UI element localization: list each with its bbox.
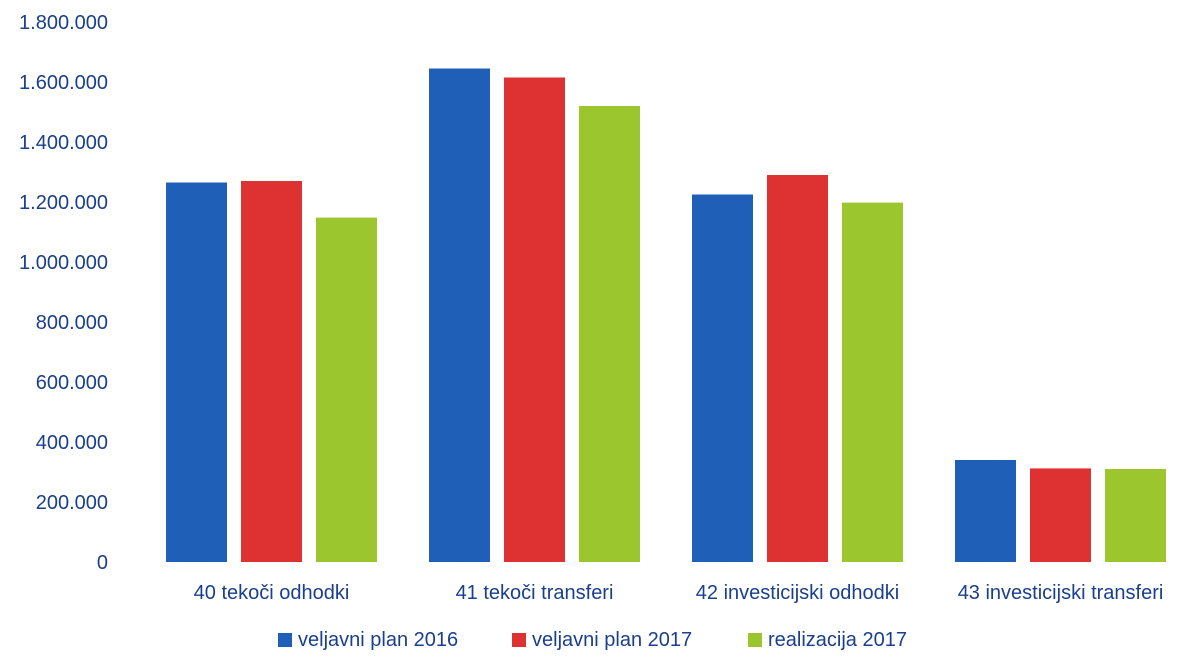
bar [692,194,753,562]
y-tick-label: 1.400.000 [19,132,108,154]
bar [955,460,1016,562]
legend-swatch [748,633,762,647]
x-axis: 40 tekoči odhodki 41 tekoči transferi 42 i… [194,582,1164,604]
x-tick-label: 42 investicijski odhodki [696,582,899,604]
bar [241,181,302,562]
y-tick-label: 600.000 [36,372,108,394]
bar [166,182,227,562]
legend-swatch [512,633,526,647]
x-tick-label: 40 tekoči odhodki [194,582,350,604]
y-tick-label: 1.200.000 [19,192,108,214]
y-tick-label: 1.000.000 [19,252,108,274]
bar [429,68,490,562]
y-tick-label: 200.000 [36,492,108,514]
bar [1105,469,1166,562]
legend: veljavni plan 2016 veljavni plan 2017 real… [278,629,907,651]
y-tick-label: 400.000 [36,432,108,454]
bar [767,175,828,562]
legend-label: veljavni plan 2016 [298,629,458,651]
bar [504,77,565,562]
y-axis: 0 200.000 400.000 600.000 800.000 1.000.000 1.… [19,12,108,574]
legend-label: veljavni plan 2017 [532,629,692,651]
bar [1030,468,1091,562]
x-tick-label: 41 tekoči transferi [456,582,614,604]
bars [166,68,1166,562]
x-tick-label: 43 investicijski transferi [958,582,1164,604]
bar [579,106,640,562]
y-tick-label: 800.000 [36,312,108,334]
y-tick-label: 0 [97,552,108,574]
legend-swatch [278,633,292,647]
bar [842,202,903,562]
legend-label: realizacija 2017 [768,629,907,651]
bar [316,217,377,562]
y-tick-label: 1.800.000 [19,12,108,34]
y-tick-label: 1.600.000 [19,72,108,94]
